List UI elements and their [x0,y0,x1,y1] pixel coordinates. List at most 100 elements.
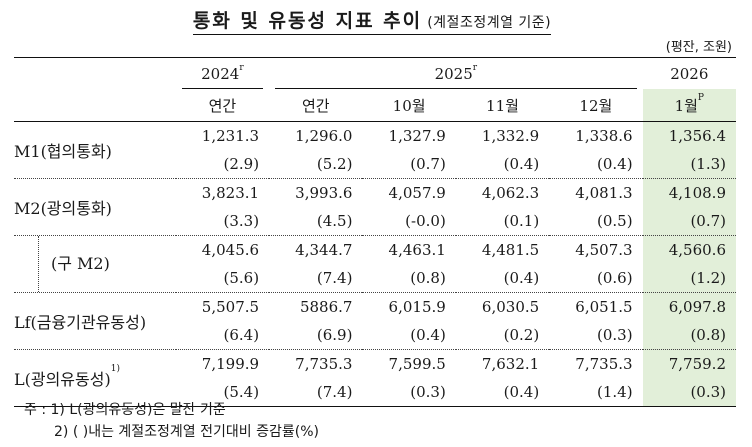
header-period: 연간 [175,89,270,122]
change-cell-highlighted: (1.2) [642,264,736,293]
title-main: 통화 및 유동성 지표 추이 [192,10,423,32]
header-year-2026: 2026 [642,57,736,89]
change-cell: (0.3) [549,321,643,350]
row-label: (구 M2) [14,235,176,293]
change-cell: (6.4) [175,321,270,350]
title-subtitle: (계절조정계열 기준) [427,15,552,31]
year-superscript: r [472,62,478,73]
row-label: L(광의유동성)1) [14,349,176,407]
change-cell: (4.5) [269,207,363,236]
row-label-text: M2(광의통화) [14,199,112,218]
value-cell: 7,735.3 [295,355,353,373]
row-label-text: M1(협의통화) [14,142,112,161]
header-period: 11월 [455,89,550,122]
header-periods-row: 연간 연간 10월 11월 12월 1월P [14,89,736,122]
table-row-m2-change: (3.3) (4.5) (-0.0) (0.1) (0.5) (0.7) [14,207,736,236]
value-cell: 1,332.9 [481,127,540,145]
value-cell: 5886.7 [299,298,353,316]
table-row-lf-change: (6.4) (6.9) (0.4) (0.2) (0.3) (0.8) [14,321,736,350]
liquidity-indicators-table: 2024r 2025r 2026 연간 연간 10월 11월 12월 1월P M… [14,57,736,407]
row-label-text: L(광의유동성) [14,370,111,389]
change-cell: (-0.0) [362,207,456,236]
change-cell: (5.4) [175,378,270,407]
period-label: 11월 [486,96,519,115]
header-year-2024: 2024r [175,57,270,89]
change-cell-highlighted: (0.8) [642,321,736,350]
value-cell: 7,199.9 [201,355,260,373]
value-cell: 6,051.5 [575,298,633,316]
period-label: 연간 [301,96,330,115]
change-cell: (6.9) [269,321,363,350]
table-row-l: L(광의유동성)1) 7,199.9 7,735.3 7,599.5 7,632… [14,349,736,407]
footnote-2: 2) ( )내는 계절조정계열 전기대비 증감률(%) [54,424,319,440]
value-cell-highlighted: 7,759.2 [642,349,736,378]
change-cell: (7.4) [269,264,363,293]
row-label-text: Lf(금융기관유동성) [14,313,147,332]
table-row-old-m2: (구 M2) 4,045.6 4,344.7 4,463.1 4,481.5 4… [14,235,736,293]
footnote-marker: 1) [110,364,120,374]
value-cell: 4,481.5 [481,241,540,259]
value-cell: 1,296.0 [295,127,353,145]
change-cell-highlighted: (0.3) [642,378,736,407]
table-row-lf: Lf(금융기관유동성) 5,507.5 5886.7 6,015.9 6,030… [14,292,736,350]
value-cell: 7,632.1 [481,355,540,373]
table-row-old-m2-change: (5.6) (7.4) (0.8) (0.4) (0.6) (1.2) [14,264,736,293]
period-label: 연간 [208,96,237,115]
preliminary-superscript: P [697,92,704,103]
change-cell: (5.6) [175,264,270,293]
value-cell: 1,231.3 [201,127,260,145]
change-cell: (0.7) [362,150,456,179]
value-cell: 4,057.9 [388,184,446,202]
table-row-m1: M1(협의통화) 1,231.3 1,296.0 1,327.9 1,332.9… [14,121,736,179]
table-row-m2: M2(광의통화) 3,823.1 3,993.6 4,057.9 4,062.3… [14,178,736,236]
page-title: 통화 및 유동성 지표 추이 (계절조정계열 기준) [0,6,752,35]
value-cell: 1,338.6 [575,127,633,145]
change-cell-highlighted: (0.7) [642,207,736,236]
change-cell: (0.4) [455,264,550,293]
change-cell: (5.2) [269,150,363,179]
row-label: M2(광의통화) [14,178,176,236]
row-label: M1(협의통화) [14,121,176,179]
value-cell: 6,030.5 [481,298,540,316]
change-cell: (0.4) [455,150,550,179]
footnote-1: 주 : 1) L(광의유동성)은 말잔 기준 [24,402,226,418]
table-row-m1-change: (2.9) (5.2) (0.7) (0.4) (0.4) (1.3) [14,150,736,179]
header-years-row: 2024r 2025r 2026 [14,57,736,89]
value-cell: 3,823.1 [201,184,260,202]
change-cell: (0.4) [549,150,643,179]
value-cell: 4,344.7 [295,241,353,259]
change-cell: (3.3) [175,207,270,236]
header-period-highlighted: 1월P [642,89,736,122]
change-cell: (0.2) [455,321,550,350]
header-period: 12월 [549,89,643,122]
indent-box: (구 M2) [38,236,176,292]
value-cell: 5,507.5 [201,298,260,316]
value-cell-highlighted: 6,097.8 [642,292,736,321]
header-period: 10월 [362,89,456,122]
value-cell: 3,993.6 [295,184,353,202]
header-year-2025: 2025r [269,57,643,89]
change-cell: (7.4) [269,378,363,407]
value-cell: 4,463.1 [388,241,446,259]
value-cell: 4,507.3 [575,241,633,259]
value-cell: 4,081.3 [575,184,633,202]
row-label: Lf(금융기관유동성) [14,292,176,350]
year-label: 2026 [670,64,709,83]
value-cell: 6,015.9 [388,298,446,316]
year-label: 2024 [201,64,240,83]
value-cell: 4,062.3 [481,184,540,202]
period-label: 12월 [579,96,613,115]
header-corner [14,57,176,89]
change-cell: (0.4) [362,321,456,350]
footnotes: 주 : 1) L(광의유동성)은 말잔 기준 2) ( )내는 계절조정계열 전… [24,399,319,443]
change-cell: (2.9) [175,150,270,179]
header-period: 연간 [269,89,363,122]
value-cell-highlighted: 4,108.9 [642,178,736,207]
table-row-l-change: (5.4) (7.4) (0.3) (0.4) (1.4) (0.3) [14,378,736,407]
change-cell: (0.3) [362,378,456,407]
value-cell: 1,327.9 [388,127,446,145]
change-cell: (0.5) [549,207,643,236]
change-cell: (0.1) [455,207,550,236]
year-label: 2025 [434,64,473,83]
unit-label: (평잔, 조원) [665,40,732,55]
